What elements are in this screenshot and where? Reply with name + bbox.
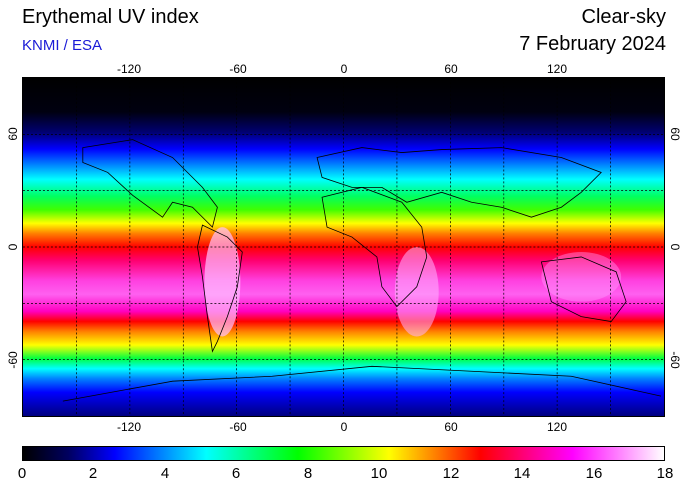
lon-tick-top: -120 [116,62,142,76]
sky-mode-label: Clear-sky [581,6,666,28]
colorbar-label: 16 [585,465,603,482]
lon-tick-bottom: 60 [444,420,458,434]
lon-tick-bottom: -60 [229,420,247,434]
lat-tick-left: 60 [6,127,20,141]
chart-title: Erythemal UV index [22,6,199,28]
lat-tick-left: -60 [6,351,20,369]
lon-tick-top: 120 [546,62,568,76]
colorbar-label: 10 [370,465,388,482]
date-label: 7 February 2024 [519,33,666,55]
lat-tick-right: 60 [668,127,682,141]
lat-tick-left: 0 [6,243,20,251]
lon-tick-top: 0 [340,62,348,76]
lat-tick-right: -60 [668,351,682,369]
colorbar-label: 0 [17,465,27,482]
colorbar-label: 14 [513,465,531,482]
colorbar-label: 6 [231,465,241,482]
colorbar-label: 12 [442,465,460,482]
lon-tick-top: -60 [229,62,247,76]
lat-tick-right: 0 [668,243,682,251]
colorbar-label: 18 [656,465,674,482]
lon-tick-bottom: 120 [546,420,568,434]
uv-index-map [22,77,665,417]
lon-tick-bottom: 0 [340,420,348,434]
colorbar-label: 4 [160,465,170,482]
lon-tick-bottom: -120 [116,420,142,434]
credit-label: KNMI / ESA [22,37,103,54]
lon-tick-top: 60 [444,62,458,76]
colorbar [22,446,665,461]
colorbar-label: 8 [303,465,313,482]
colorbar-label: 2 [88,465,98,482]
